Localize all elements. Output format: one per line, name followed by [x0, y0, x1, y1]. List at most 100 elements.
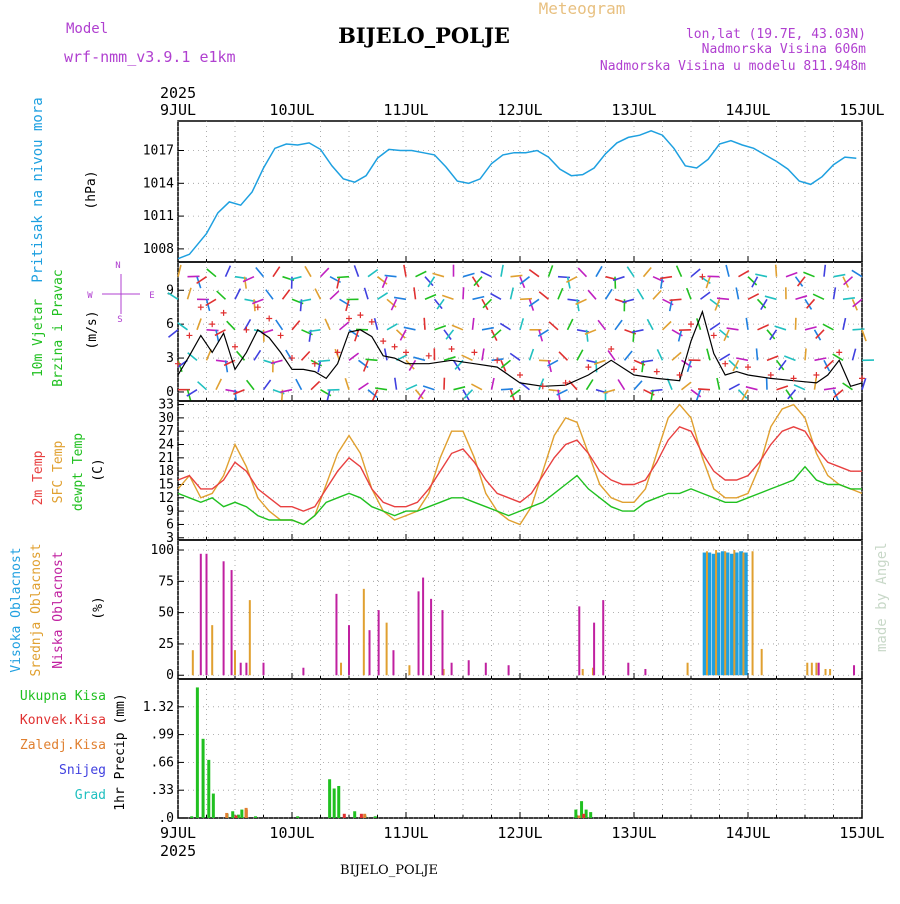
wind-arrow — [758, 325, 769, 330]
model-label: Model — [66, 21, 108, 37]
wind-arrow — [824, 265, 825, 277]
ytick-label: 24 — [158, 438, 174, 453]
cloud-bar — [335, 594, 337, 675]
wind-arrow — [549, 322, 558, 330]
cloud-ylabel-2: Srednja Oblacnost — [29, 543, 44, 676]
wind-arrow — [442, 295, 453, 299]
precip-unit: 1hr Precip (mm) — [113, 693, 128, 810]
cloud-bar — [644, 669, 646, 675]
wind-arrow — [672, 352, 681, 360]
gust-marker — [346, 316, 352, 322]
year-label-bottom: 2025 — [160, 842, 196, 860]
wind-arrow — [777, 386, 788, 390]
wind-arrow — [530, 349, 534, 360]
gust-marker — [357, 312, 363, 318]
ytick-label: 6 — [166, 317, 174, 332]
wind-arrow — [227, 321, 235, 330]
wind-arrow — [264, 380, 271, 390]
wind-arrow — [226, 266, 231, 277]
wind-arrow — [726, 265, 729, 277]
gust-marker — [278, 332, 284, 338]
wind-arrow — [217, 291, 226, 299]
time-tick-label: 14JUL — [725, 824, 770, 842]
wind-arrow — [549, 265, 553, 276]
gust-marker — [232, 344, 238, 350]
cloud-bar — [687, 663, 689, 676]
pressure-line — [178, 131, 856, 259]
precip-bar — [578, 815, 581, 818]
gust-marker — [380, 338, 386, 344]
wind-arrow — [368, 270, 378, 277]
wind-arrow — [834, 275, 846, 277]
gust-marker — [722, 361, 728, 367]
legend-konvek: Konvek.Kisa — [20, 713, 106, 728]
gust-marker — [585, 364, 591, 370]
cloud-bar — [806, 663, 808, 676]
page-title: BIJELO_POLJE — [338, 23, 510, 48]
wind-arrow — [657, 349, 662, 360]
wind-arrow — [539, 292, 548, 300]
wind-arrow — [736, 288, 738, 300]
wind-arrow — [736, 358, 748, 360]
ytick-label: 1011 — [143, 209, 174, 224]
cloud-bar — [418, 591, 420, 675]
wind-arrow — [237, 351, 245, 360]
wind-arrow — [627, 267, 634, 277]
wind-arrow — [444, 357, 456, 361]
cloud-bar — [392, 650, 394, 675]
wind-arrow — [404, 265, 406, 277]
ytick-label: 1017 — [143, 144, 174, 159]
gust-marker — [266, 316, 272, 322]
wind-arrow — [365, 288, 369, 299]
wind-arrow — [216, 330, 219, 342]
ytick-label: 100 — [151, 543, 174, 558]
time-tick-label: 11JUL — [383, 824, 428, 842]
precip-bar — [363, 814, 366, 818]
precip-bar — [574, 810, 577, 818]
ytick-label: .66 — [151, 755, 174, 770]
cloud-bar — [468, 660, 470, 675]
temp-ylabel-3: dewpt Temp — [71, 433, 86, 511]
wind-ylabel-2: Brzina i Pravac — [51, 269, 66, 386]
wind-arrow — [330, 291, 339, 299]
ytick-label: 1014 — [143, 176, 174, 191]
wind-arrow — [435, 326, 446, 330]
cloud-bar — [369, 630, 371, 675]
wind-arrow — [340, 322, 349, 330]
cloud-bar — [441, 610, 443, 675]
wind-arrow — [510, 353, 520, 360]
time-tick-label: 15JUL — [839, 101, 884, 119]
gust-marker — [186, 332, 192, 338]
wind-arrow — [273, 267, 280, 277]
meteogram-label: Meteogram — [539, 0, 626, 18]
wind-arrow — [748, 294, 759, 299]
compass-e: E — [149, 291, 154, 301]
gust-marker — [745, 364, 751, 370]
time-tick-label: 15JUL — [839, 824, 884, 842]
ytick-label: 30 — [158, 411, 174, 426]
dewpoint-line — [178, 467, 862, 525]
cloud-unit: (%) — [91, 596, 106, 619]
cloud-bar — [302, 668, 304, 676]
wind-arrow — [852, 270, 862, 276]
ytick-label: 25 — [158, 637, 174, 652]
wind-arrow — [606, 289, 613, 299]
cloud-bar — [627, 663, 629, 676]
wind-arrow — [805, 327, 817, 330]
model-name: wrf-nmm_v3.9.1 e1km — [64, 48, 236, 66]
ytick-label: 12 — [158, 491, 174, 506]
precip-legend: Ukupna Kisa Konvek.Kisa Zaledj.Kisa Snij… — [20, 689, 106, 803]
wind-arrow — [387, 324, 397, 330]
wind-arrow — [625, 351, 633, 360]
cloud-bar — [752, 551, 754, 675]
wind-arrow — [385, 349, 387, 361]
precip-bar — [240, 810, 243, 818]
wind-arrow — [853, 349, 856, 361]
cloud-bar — [582, 669, 584, 675]
cloud-bar — [825, 669, 827, 675]
wind-arrow — [577, 350, 583, 361]
gust-marker — [517, 372, 523, 378]
cloud-bar — [206, 554, 208, 675]
